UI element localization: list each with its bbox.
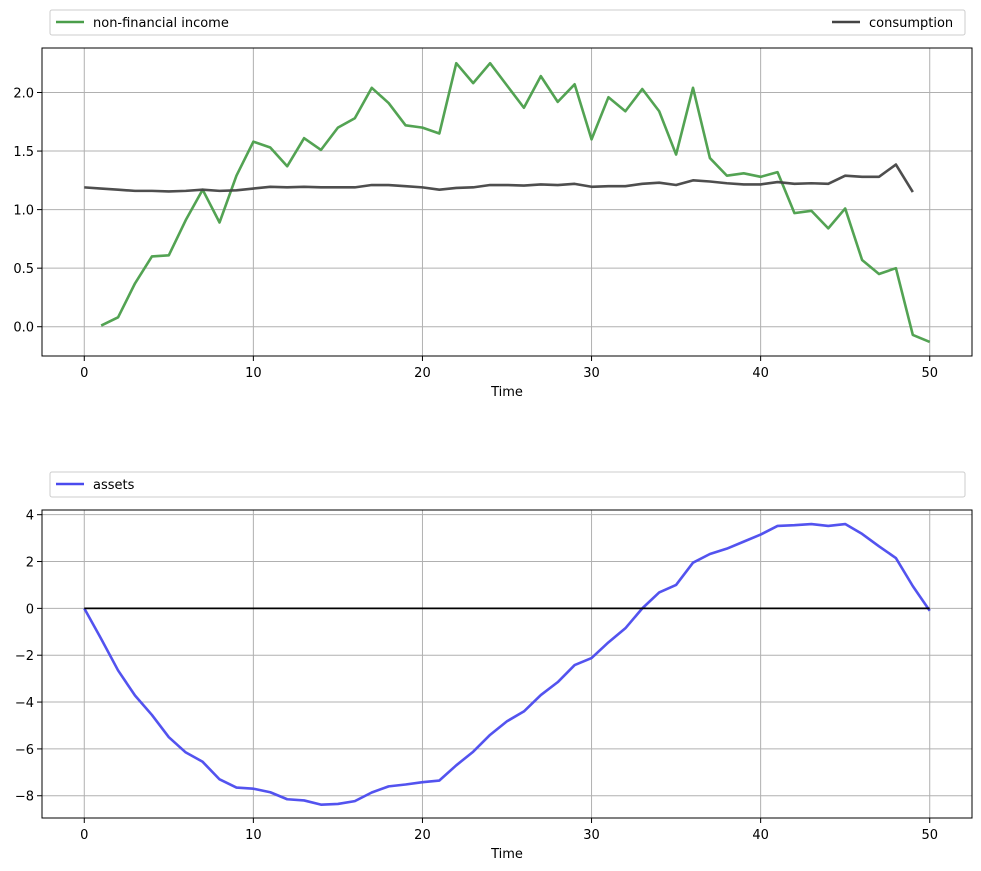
series-line-assets — [83, 522, 931, 806]
series-line-consumption — [84, 163, 914, 193]
bottom-ticks: 0 10 20 30 40 50 −8 −6 −4 −2 0 2 4 — [15, 509, 938, 843]
top-y-tick-label: 0.5 — [13, 262, 34, 277]
bottom-plot-frame — [41, 509, 973, 819]
top-series — [84, 61, 931, 344]
bottom-x-tick-label: 20 — [414, 828, 431, 843]
top-x-tick-label: 40 — [752, 366, 769, 381]
top-x-tick-label: 10 — [245, 366, 262, 381]
bottom-x-tick-label: 40 — [752, 828, 769, 843]
bottom-series — [83, 522, 931, 806]
bottom-x-tick-label: 10 — [245, 828, 262, 843]
series-line-non-financial-income — [100, 61, 931, 344]
bottom-grid — [42, 510, 972, 818]
bottom-y-tick-label: 2 — [26, 556, 34, 571]
top-x-tick-label: 20 — [414, 366, 431, 381]
legend-label-assets: assets — [93, 478, 135, 493]
bottom-y-tick-label: 4 — [26, 509, 34, 524]
top-panel: non-financial income consumption 0 10 20 30… — [13, 9, 973, 400]
top-x-tick-label: 30 — [583, 366, 600, 381]
bottom-y-tick-label: −8 — [15, 790, 34, 805]
top-ticks: 0 10 20 30 40 50 0.0 0.5 1.0 1.5 2.0 — [13, 87, 938, 381]
top-x-tick-label: 50 — [921, 366, 938, 381]
top-y-tick-label: 2.0 — [13, 87, 34, 102]
bottom-x-tick-label: 0 — [80, 828, 88, 843]
legend-label-non-financial-income: non-financial income — [93, 16, 229, 31]
legend-label-consumption: consumption — [869, 16, 953, 31]
bottom-x-tick-label: 50 — [921, 828, 938, 843]
bottom-y-tick-label: −6 — [15, 743, 34, 758]
bottom-panel: assets 0 10 20 30 40 50 −8 −6 −4 −2 0 2 4 Time — [15, 471, 973, 862]
top-x-tick-label: 0 — [80, 366, 88, 381]
top-y-tick-label: 1.5 — [13, 145, 34, 160]
top-grid — [42, 48, 972, 356]
top-legend-frame — [49, 9, 966, 36]
bottom-y-tick-label: 0 — [26, 602, 34, 617]
bottom-y-tick-label: −4 — [15, 696, 34, 711]
bottom-x-tick-label: 30 — [583, 828, 600, 843]
bottom-y-tick-label: −2 — [15, 649, 34, 664]
bottom-legend-frame — [49, 471, 966, 498]
top-plot-frame — [41, 47, 973, 357]
top-y-tick-label: 0.0 — [13, 321, 34, 336]
top-y-tick-label: 1.0 — [13, 204, 34, 219]
top-legend: non-financial income consumption — [49, 9, 966, 36]
bottom-legend: assets — [49, 471, 966, 498]
top-x-axis-label: Time — [490, 385, 523, 400]
bottom-x-axis-label: Time — [490, 847, 523, 862]
